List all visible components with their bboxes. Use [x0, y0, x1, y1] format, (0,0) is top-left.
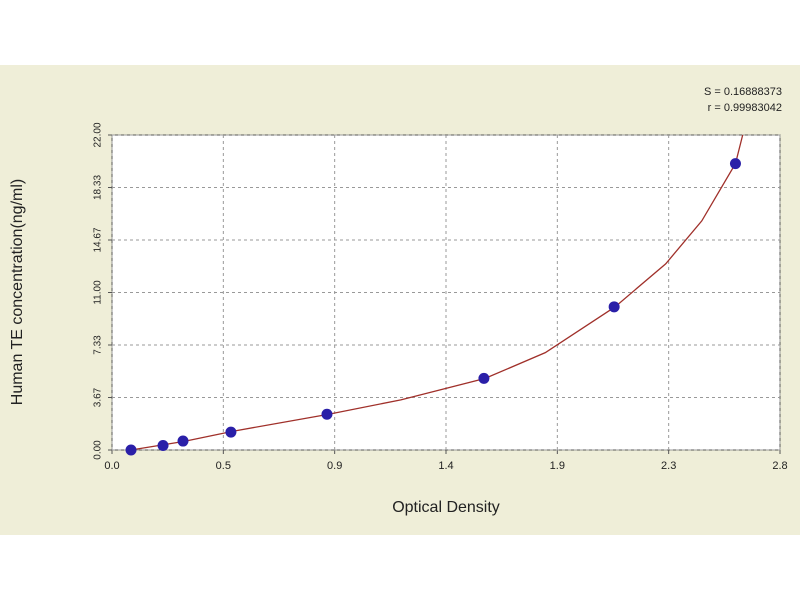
data-point: [729, 158, 741, 170]
fit-curve: [130, 134, 744, 451]
x-tick-label: 0.9: [327, 460, 342, 472]
annotation: r = 0.99983042: [708, 102, 782, 114]
y-tick-label: 3.67: [93, 387, 104, 407]
data-point: [177, 435, 189, 447]
data-point: [321, 408, 333, 420]
x-tick-label: 2.3: [661, 460, 676, 472]
x-tick-label: 0.5: [216, 460, 231, 472]
y-axis-title: Human TE concentration(ng/ml): [9, 179, 26, 405]
annotation: S = 0.16888373: [704, 86, 782, 98]
x-axis-title: Optical Density: [392, 499, 500, 516]
x-tick-label: 2.8: [772, 460, 787, 472]
y-tick-label: 18.33: [93, 175, 104, 200]
y-tick-label: 14.67: [93, 227, 104, 252]
data-point: [125, 444, 137, 456]
y-tick-label: 0.00: [93, 440, 104, 460]
y-tick-label: 11.00: [93, 280, 104, 305]
y-tick-label: 22.00: [93, 122, 104, 147]
data-point: [478, 372, 490, 384]
y-tick-label: 7.33: [93, 335, 104, 355]
x-tick-label: 1.9: [550, 460, 565, 472]
x-tick-label: 1.4: [438, 460, 453, 472]
data-point: [225, 426, 237, 438]
x-tick-label: 0.0: [104, 460, 119, 472]
data-point: [608, 301, 620, 313]
data-point: [157, 440, 169, 452]
